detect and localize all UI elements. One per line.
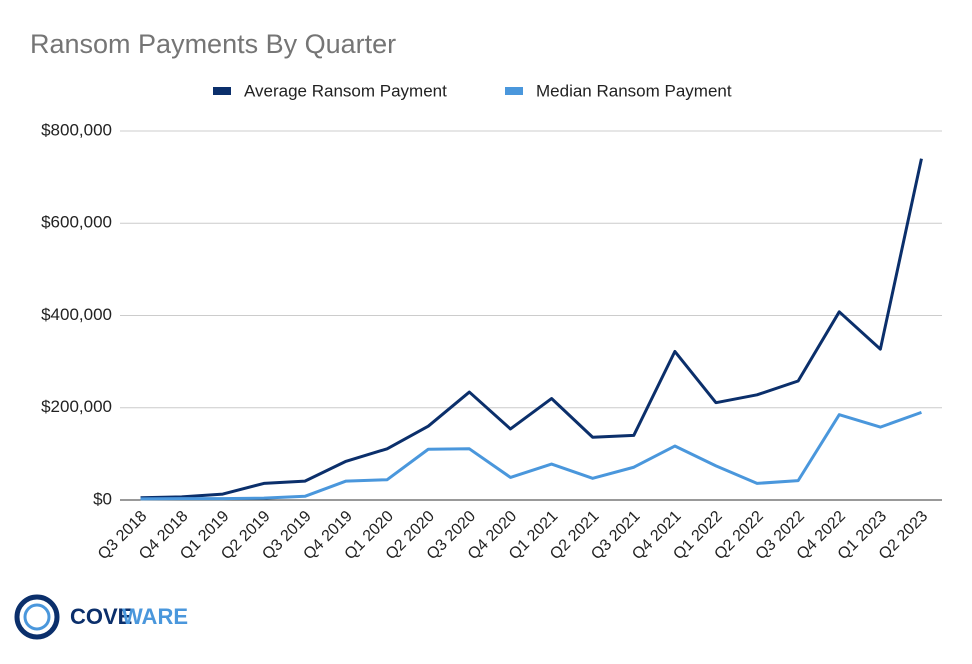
y-tick-label: $0 [93,489,112,508]
logo-text: WARE [122,604,188,629]
y-tick-label: $400,000 [41,305,112,324]
legend-swatch [505,87,523,95]
logo-text: COVE [70,604,132,629]
y-tick-label: $800,000 [41,120,112,139]
line [140,158,923,500]
legend-swatch [213,87,231,95]
legend-label: Median Ransom Payment [536,81,732,100]
logo-ring [14,594,60,640]
line [140,410,922,501]
legend-label: Average Ransom Payment [244,81,447,100]
chart-title: Ransom Payments By Quarter [30,29,396,59]
y-tick-label: $600,000 [41,213,112,232]
logo-ring [23,603,51,631]
y-tick-label: $200,000 [41,397,112,416]
logo: COVE WARE [14,594,188,640]
